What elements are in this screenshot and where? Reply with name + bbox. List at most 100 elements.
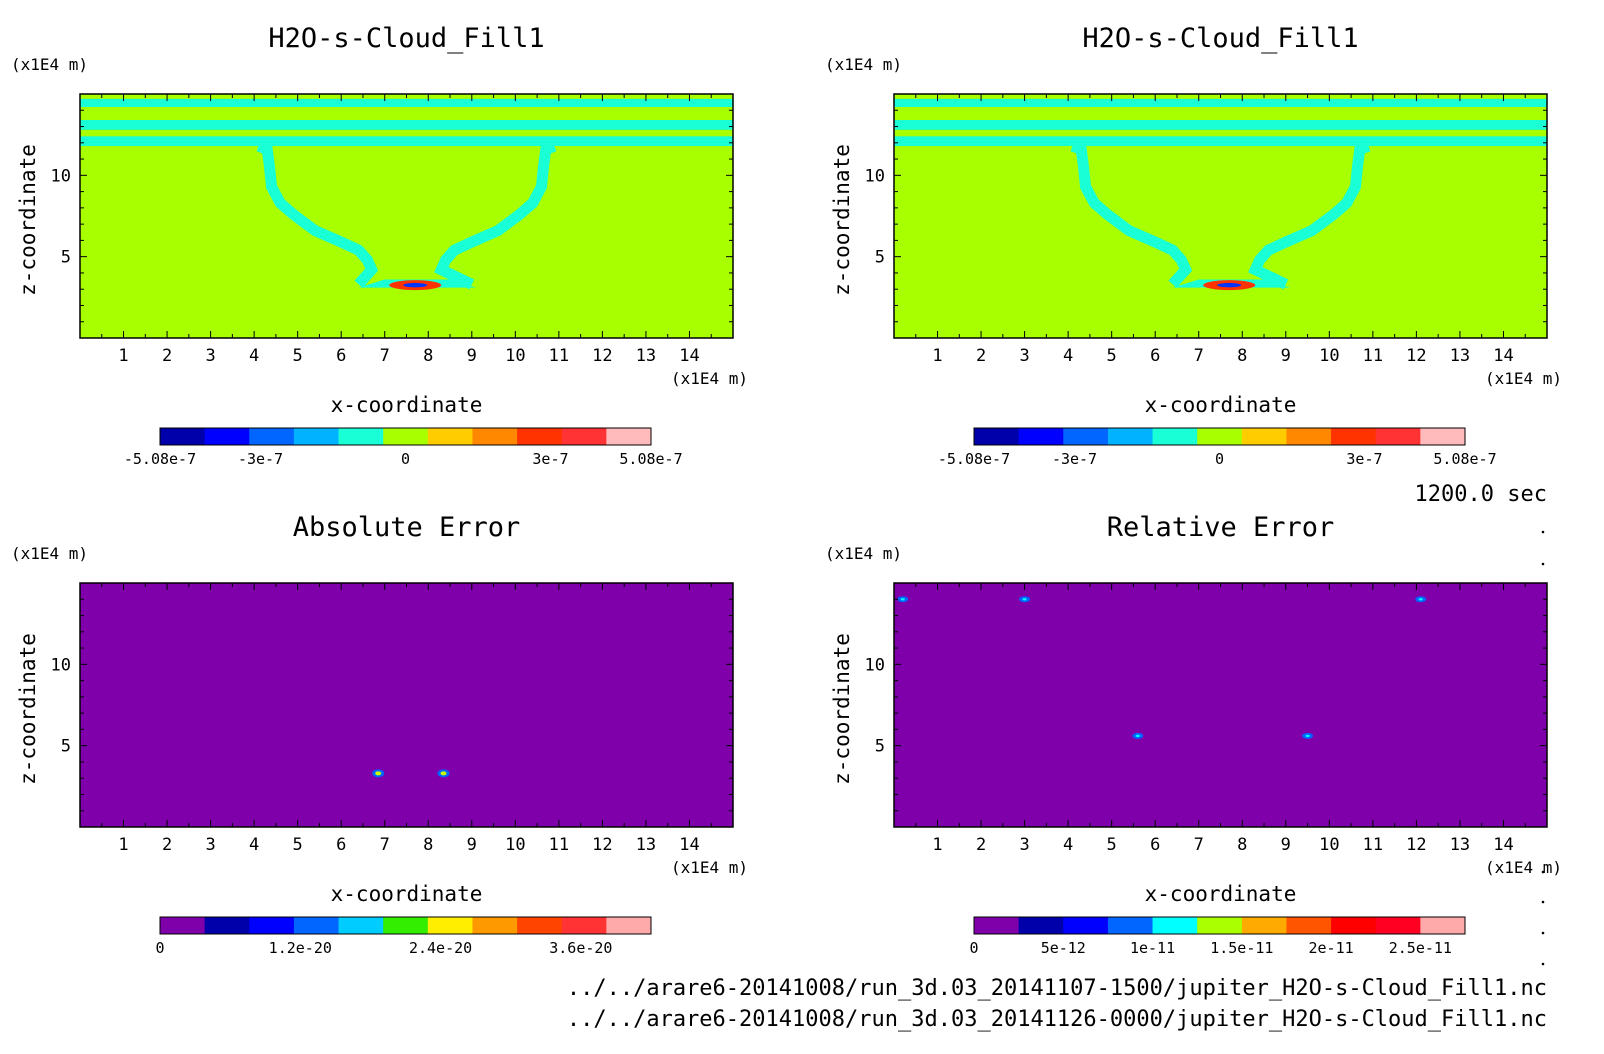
contour-band [894,98,1547,108]
x-tick-label: 8 [1237,346,1247,366]
colorbar-swatch [293,917,340,934]
colorbar-swatch [1152,917,1198,934]
contour-arm [1070,140,1193,288]
colorbar: -5.08e-7 -3e-7 0 3e-7 5.08e-7 [938,427,1497,468]
colorbar-swatch [204,428,250,445]
colorbar: -5.08e-7 -3e-7 0 3e-7 5.08e-7 [124,427,683,468]
x-tick-label: 8 [1237,835,1247,855]
colorbar-label: 3e-7 [532,450,568,468]
x-tick-label: 2 [162,835,172,855]
colorbar: 0 5e-12 1e-11 1.5e-11 2e-11 2.5e-11 [969,916,1466,957]
x-tick-label: 2 [162,346,172,366]
y-tick-label: 5 [61,248,71,268]
error-hotspot-core [900,598,905,601]
x-tick-label: 8 [423,346,433,366]
colorbar-swatch [1241,428,1287,445]
y-tick-label: 10 [865,655,885,675]
x-tick-label: 10 [1319,835,1339,855]
colorbar-swatch [606,917,652,934]
colorbar-swatch [1241,917,1287,934]
x-axis-label: x-coordinate [331,882,483,906]
contour-band [894,136,1547,147]
colorbar-swatch [1331,917,1377,934]
x-tick-label: 13 [636,346,656,366]
x-tick-label: 14 [679,835,699,855]
x-tick-label: 13 [1450,835,1470,855]
x-tick-label: 9 [467,835,477,855]
x-tick-label: 13 [1450,346,1470,366]
colorbar-swatch [974,917,1020,934]
x-tick-label: 11 [1363,835,1383,855]
x-tick-label: 14 [1493,346,1513,366]
x-tick-label: 11 [549,346,569,366]
colorbar-swatch [249,428,295,445]
colorbar-swatch [1063,428,1109,445]
colorbar-label: 0 [969,939,978,957]
chart-title: Relative Error [1107,512,1335,543]
colorbar-swatch [561,917,607,934]
colorbar-label: 5.08e-7 [1433,450,1496,468]
y-unit-label: (x1E4 m) [825,55,902,74]
x-tick-label: 2 [976,835,986,855]
x-tick-label: 8 [423,835,433,855]
file-path-1: ../../arare6-20141008/run_3d.03_20141107… [567,976,1547,1001]
axis-ticks [79,94,734,338]
colorbar-label: 0 [401,450,410,468]
x-tick-label: 6 [336,346,346,366]
error-hotspot-core [1305,734,1310,738]
colorbar-label: 2e-11 [1309,939,1354,957]
colorbar-swatch [160,428,206,445]
x-tick-label: 9 [1281,346,1291,366]
x-tick-label: 3 [1019,346,1029,366]
field-plot-area [894,583,1547,827]
colorbar-label: -3e-7 [1052,450,1097,468]
chart-title: Absolute Error [293,512,521,543]
colorbar-label: -5.08e-7 [938,450,1010,468]
colorbar-swatch [1018,917,1064,934]
x-tick-label: 6 [1150,835,1160,855]
colorbar-swatch [1420,428,1466,445]
colorbar-label: -3e-7 [238,450,283,468]
colorbar-label: 0 [155,939,164,957]
y-tick-label: 10 [51,166,71,186]
x-unit-label: (x1E4 m) [671,858,748,877]
x-tick-label: 4 [1063,346,1073,366]
contour-arm [1248,140,1371,290]
x-tick-label: 4 [249,835,259,855]
colorbar-swatch [338,428,384,445]
error-hotspot-core [1418,598,1423,601]
field-plot-area [80,583,733,827]
margin-dots [1541,530,1545,966]
y-axis-label: z-coordinate [830,633,854,785]
x-tick-label: 12 [1406,835,1426,855]
x-tick-label: 5 [1107,346,1117,366]
file-path-2: ../../arare6-20141008/run_3d.03_20141126… [567,1007,1547,1032]
y-tick-label: 5 [61,737,71,757]
colorbar-swatch [383,917,429,934]
contour-band [894,120,1547,130]
chart-panel-2: H2O-s-Cloud_Fill1(x1E4 m)1 2 3 4 5 6 7 8 9 10 11 12… [825,23,1562,468]
x-tick-label: 7 [1194,346,1204,366]
colorbar-swatch [1197,428,1243,445]
error-hotspot-core [375,771,382,776]
colorbar-swatch [1152,428,1198,445]
colorbar-swatch [1107,917,1154,934]
colorbar-swatch [338,917,384,934]
contour-band [80,136,733,147]
colorbar-label: 5.08e-7 [619,450,682,468]
x-axis-label: x-coordinate [331,393,483,417]
colorbar-swatch [427,917,473,934]
chart-panel-3: Absolute Error(x1E4 m)1 2 3 4 5 6 7 8 9 10 11 12 13 1… [11,512,748,957]
colorbar-swatch [1197,917,1243,934]
x-tick-label: 2 [976,346,986,366]
colorbar: 0 1.2e-20 2.4e-20 3.6e-20 [155,916,652,957]
field-background [80,94,733,338]
min-core [1217,282,1242,288]
colorbar-swatch [1375,917,1421,934]
y-axis-label: z-coordinate [830,144,854,296]
x-tick-label: 1 [118,346,128,366]
x-unit-label: (x1E4 m) [671,369,748,388]
x-tick-label: 3 [205,835,215,855]
x-tick-label: 12 [592,346,612,366]
